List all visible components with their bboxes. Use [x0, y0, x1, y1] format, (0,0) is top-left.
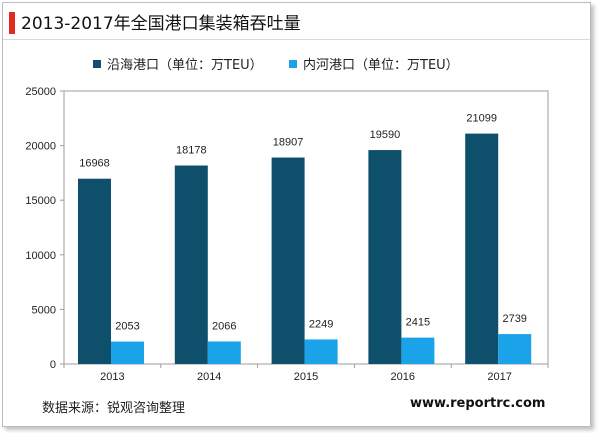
x-tick-label: 2013	[100, 371, 124, 383]
title-accent-bar	[9, 12, 15, 34]
x-tick-label: 2014	[197, 371, 221, 383]
bar-inland	[401, 337, 435, 364]
bar-inland	[207, 341, 241, 364]
legend-label-inland: 内河港口（单位：万TEU）	[303, 58, 459, 73]
bar-inland	[304, 339, 338, 364]
y-tick-label: 10000	[25, 250, 56, 262]
x-tick-label: 2015	[294, 371, 318, 383]
data-label-inland: 2739	[502, 313, 526, 325]
bar-inland	[498, 334, 532, 364]
y-tick-label: 20000	[25, 141, 56, 153]
y-tick-label: 5000	[32, 304, 56, 316]
legend-swatch-inland	[289, 60, 297, 68]
legend-swatch-coastal	[93, 60, 101, 68]
bar-inland	[111, 341, 144, 364]
legend-item-coastal: 沿海港口（单位：万TEU）	[93, 54, 263, 73]
data-source-note: 数据来源：锐观咨询整理	[42, 401, 186, 416]
watermark: www.reportrc.com	[410, 396, 546, 411]
bar-coastal	[174, 165, 208, 364]
bar-coastal	[78, 178, 111, 364]
title-bar: 2013-2017年全国港口集装箱吞吐量	[3, 3, 590, 40]
data-label-inland: 2053	[115, 321, 139, 333]
legend-item-inland: 内河港口（单位：万TEU）	[289, 54, 459, 73]
data-label-inland: 2249	[309, 318, 333, 330]
y-tick-label: 0	[50, 359, 56, 371]
data-label-inland: 2415	[406, 317, 430, 329]
bar-coastal	[271, 157, 305, 364]
y-tick-label: 15000	[25, 195, 56, 207]
bar-coastal	[465, 133, 499, 364]
chart-title: 2013-2017年全国港口集装箱吞吐量	[21, 14, 301, 34]
legend-label-coastal: 沿海港口（单位：万TEU）	[107, 58, 263, 73]
data-label-coastal: 18907	[273, 137, 304, 149]
bar-coastal	[368, 150, 402, 364]
data-label-coastal: 19590	[370, 129, 401, 141]
data-label-inland: 2066	[212, 320, 236, 332]
x-tick-label: 2016	[391, 371, 415, 383]
data-label-coastal: 18178	[176, 144, 207, 156]
x-tick-label: 2017	[487, 371, 511, 383]
y-tick-label: 25000	[25, 86, 56, 98]
data-label-coastal: 16968	[79, 158, 110, 170]
data-label-coastal: 21099	[466, 113, 497, 125]
